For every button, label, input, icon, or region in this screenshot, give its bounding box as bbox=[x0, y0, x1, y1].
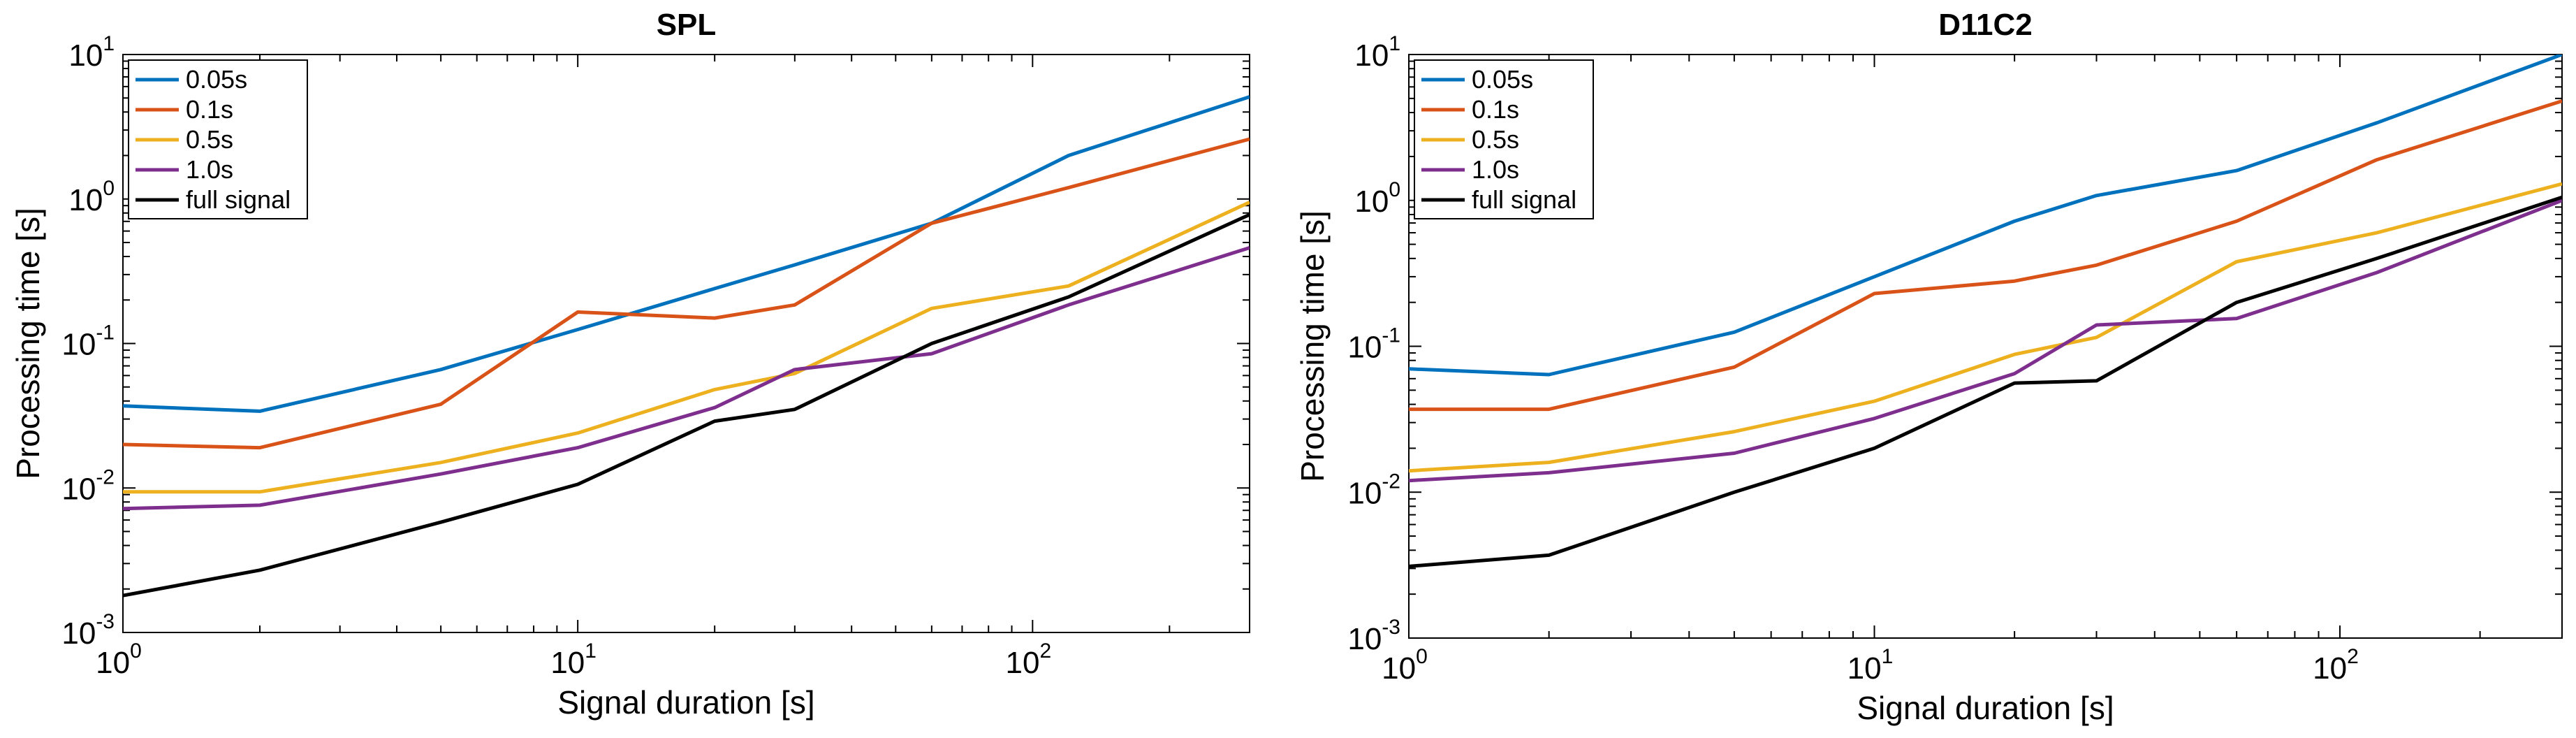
legend-entry: full signal bbox=[186, 185, 291, 214]
series-lines bbox=[1409, 55, 2562, 568]
y-tick-label: 10-1 bbox=[1347, 324, 1400, 365]
y-tick-label: 100 bbox=[68, 177, 115, 217]
y-tick-label: 101 bbox=[68, 32, 115, 73]
legend-entry: 0.1s bbox=[186, 95, 233, 124]
x-tick-label: 102 bbox=[1005, 639, 1051, 680]
y-tick-label: 101 bbox=[1354, 32, 1400, 73]
series-line-1 bbox=[1409, 55, 2562, 377]
series-lines bbox=[123, 95, 1250, 598]
legend-entry: 1.0s bbox=[1472, 155, 1519, 184]
series-line-2 bbox=[1409, 99, 2562, 412]
series-line-5 bbox=[1409, 195, 2562, 568]
y-tick-label: 10-1 bbox=[61, 321, 115, 362]
series-line-4 bbox=[1409, 198, 2562, 483]
series-line-5 bbox=[123, 212, 1250, 598]
y-tick-label: 10-3 bbox=[1347, 616, 1400, 656]
x-tick-label: 100 bbox=[96, 639, 142, 680]
x-tick-label: 101 bbox=[550, 639, 597, 680]
x-tick-label: 101 bbox=[1847, 645, 1894, 686]
series-line-2 bbox=[123, 137, 1250, 450]
series-line-3 bbox=[123, 201, 1250, 494]
legend-entry: 0.5s bbox=[1472, 125, 1519, 154]
legend-entry: 0.1s bbox=[1472, 95, 1519, 124]
y-axis-label: Processing time [s] bbox=[10, 208, 46, 479]
legend-entry: 0.05s bbox=[186, 65, 247, 94]
y-tick-label: 100 bbox=[1354, 178, 1400, 219]
chart-panel-1: 100 101 102 10-3 10-2 10-1 100 101 SPL Signal dur… bbox=[10, 8, 1250, 721]
x-axis-label: Signal duration [s] bbox=[557, 684, 814, 721]
legend-entry: 1.0s bbox=[186, 155, 233, 184]
series-line-3 bbox=[1409, 182, 2562, 473]
y-tick-label: 10-2 bbox=[1347, 470, 1400, 510]
chart-title: SPL bbox=[657, 8, 717, 42]
x-tick-label: 102 bbox=[2313, 645, 2359, 686]
legend-entry: full signal bbox=[1472, 185, 1576, 214]
legend-entry: 0.05s bbox=[1472, 65, 1533, 94]
x-tick-label: 100 bbox=[1382, 645, 1428, 686]
series-line-4 bbox=[123, 246, 1250, 511]
series-line-1 bbox=[123, 95, 1250, 413]
y-tick-label: 10-3 bbox=[61, 610, 115, 651]
legend-entry: 0.5s bbox=[186, 125, 233, 154]
chart-panel-2: 100 101 102 10-3 10-2 10-1 100 101 D11C2 Signal d… bbox=[1294, 8, 2563, 726]
plot-area bbox=[122, 54, 1250, 633]
y-tick-label: 10-2 bbox=[61, 465, 115, 506]
chart-title: D11C2 bbox=[1938, 8, 2033, 42]
y-axis-label: Processing time [s] bbox=[1294, 210, 1331, 482]
x-axis-label: Signal duration [s] bbox=[1857, 690, 2114, 726]
